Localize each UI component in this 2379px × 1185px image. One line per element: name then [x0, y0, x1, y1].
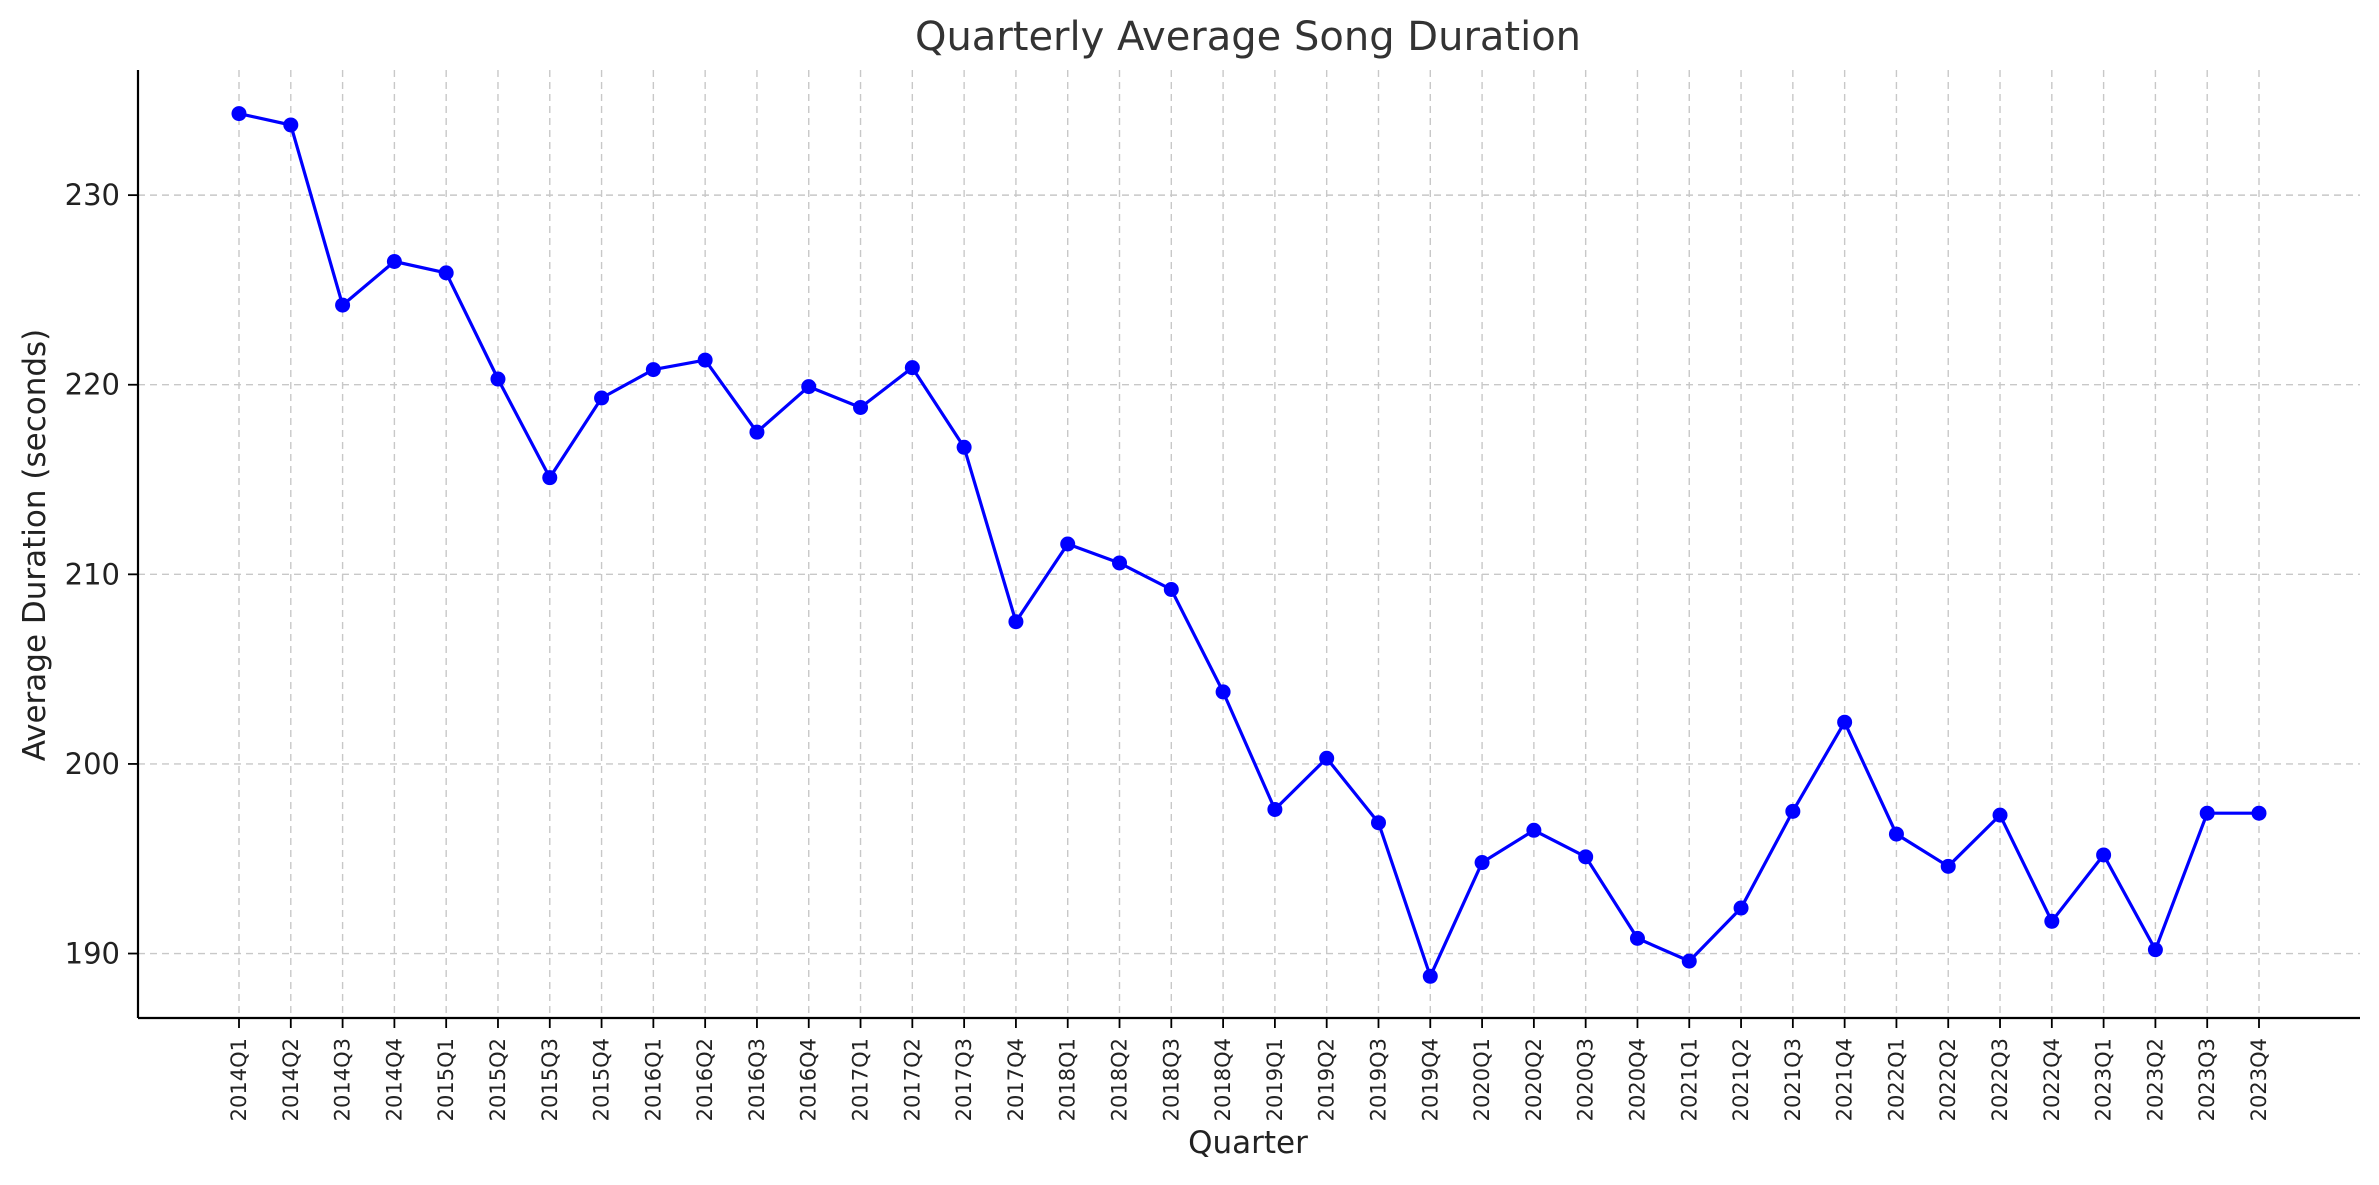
chart-title: Quarterly Average Song Duration	[915, 14, 1581, 60]
x-tick-label: 2023Q1	[2092, 1038, 2116, 1121]
x-tick-label: 2019Q2	[1315, 1038, 1339, 1121]
data-point	[490, 371, 506, 387]
x-tick-label: 2017Q4	[1004, 1038, 1028, 1121]
data-point	[1888, 826, 1904, 842]
data-point	[1163, 582, 1179, 598]
data-point	[1578, 849, 1594, 865]
data-point	[956, 439, 972, 455]
data-point	[749, 424, 765, 440]
data-point	[1422, 968, 1438, 984]
data-point	[542, 470, 558, 486]
data-point	[2044, 913, 2060, 929]
x-tick-label: 2022Q3	[1988, 1038, 2012, 1121]
data-point	[335, 297, 351, 313]
x-tick-label: 2015Q2	[486, 1038, 510, 1121]
y-tick-label: 220	[65, 368, 120, 402]
series-duration	[231, 106, 2267, 984]
data-point	[1940, 858, 1956, 874]
data-point	[904, 360, 920, 376]
x-tick-label: 2021Q1	[1677, 1038, 1701, 1121]
data-point	[1992, 807, 2008, 823]
x-tick-label: 2016Q4	[797, 1038, 821, 1121]
x-tick-label: 2023Q4	[2247, 1038, 2271, 1121]
x-tick-label: 2014Q1	[227, 1038, 251, 1121]
x-tick-label: 2021Q2	[1729, 1038, 1753, 1121]
x-tick-label: 2017Q1	[849, 1038, 873, 1121]
x-tick-label: 2016Q1	[641, 1038, 665, 1121]
data-point	[1370, 815, 1386, 831]
x-axis-label: Quarter	[1188, 1125, 1308, 1161]
grid-lines	[138, 70, 2360, 1018]
data-point	[1681, 953, 1697, 969]
x-tick-label: 2021Q3	[1781, 1038, 1805, 1121]
x-tick-label: 2017Q2	[900, 1038, 924, 1121]
x-tick-label: 2022Q4	[2040, 1038, 2064, 1121]
y-tick-label: 210	[65, 557, 120, 591]
series-line	[238, 112, 2259, 978]
y-tick-label: 200	[65, 747, 120, 781]
x-tick-label: 2016Q3	[745, 1038, 769, 1121]
x-tick-label: 2019Q4	[1418, 1038, 1442, 1121]
data-point	[438, 265, 454, 281]
x-tick-label: 2018Q2	[1108, 1038, 1132, 1121]
data-point	[1267, 801, 1283, 817]
y-tick-label: 190	[65, 937, 120, 971]
tick-labels: 2014Q1 2014Q2 2014Q3 2014Q4 2015Q1 2015Q2 2015…	[65, 178, 2271, 1121]
x-tick-label: 2021Q4	[1833, 1038, 1857, 1121]
data-point	[594, 390, 610, 406]
x-tick-label: 2019Q1	[1263, 1038, 1287, 1121]
x-tick-label: 2022Q1	[1884, 1038, 1908, 1121]
x-tick-label: 2020Q2	[1522, 1038, 1546, 1121]
x-tick-label: 2015Q1	[434, 1038, 458, 1121]
data-point	[1629, 930, 1645, 946]
x-tick-label: 2023Q3	[2195, 1038, 2219, 1121]
data-point	[2096, 847, 2112, 863]
data-point	[1060, 536, 1076, 552]
x-tick-label: 2020Q4	[1625, 1038, 1649, 1121]
data-point	[853, 399, 869, 415]
data-point	[2199, 805, 2215, 821]
data-point	[1008, 614, 1024, 630]
x-tick-label: 2020Q1	[1470, 1038, 1494, 1121]
data-point	[645, 362, 661, 378]
data-point	[283, 117, 299, 133]
data-point	[2147, 942, 2163, 958]
data-point	[231, 106, 247, 122]
x-tick-label: 2017Q3	[952, 1038, 976, 1121]
x-tick-label: 2023Q2	[2143, 1038, 2167, 1121]
x-tick-label: 2020Q3	[1574, 1038, 1598, 1121]
x-tick-label: 2022Q2	[1936, 1038, 1960, 1121]
data-point	[1733, 900, 1749, 916]
data-point	[2251, 805, 2267, 821]
data-point	[801, 379, 817, 395]
x-tick-label: 2018Q4	[1211, 1038, 1235, 1121]
x-tick-label: 2014Q3	[331, 1038, 355, 1121]
data-point	[1785, 803, 1801, 819]
x-tick-label: 2019Q3	[1366, 1038, 1390, 1121]
x-tick-label: 2015Q4	[590, 1038, 614, 1121]
data-point	[1112, 555, 1128, 571]
y-axis-label: Average Duration (seconds)	[17, 329, 53, 762]
data-point	[1319, 750, 1335, 766]
x-tick-label: 2018Q3	[1159, 1038, 1183, 1121]
x-tick-label: 2015Q3	[538, 1038, 562, 1121]
data-point	[1215, 684, 1231, 700]
x-tick-label: 2016Q2	[693, 1038, 717, 1121]
axes	[128, 70, 2360, 1028]
data-point	[386, 253, 402, 269]
x-tick-label: 2014Q2	[279, 1038, 303, 1121]
y-tick-label: 230	[65, 178, 120, 212]
data-point	[697, 352, 713, 368]
data-point	[1526, 822, 1542, 838]
data-point	[1474, 855, 1490, 871]
data-point	[1837, 714, 1853, 730]
x-tick-label: 2014Q4	[382, 1038, 406, 1121]
x-tick-label: 2018Q1	[1056, 1038, 1080, 1121]
